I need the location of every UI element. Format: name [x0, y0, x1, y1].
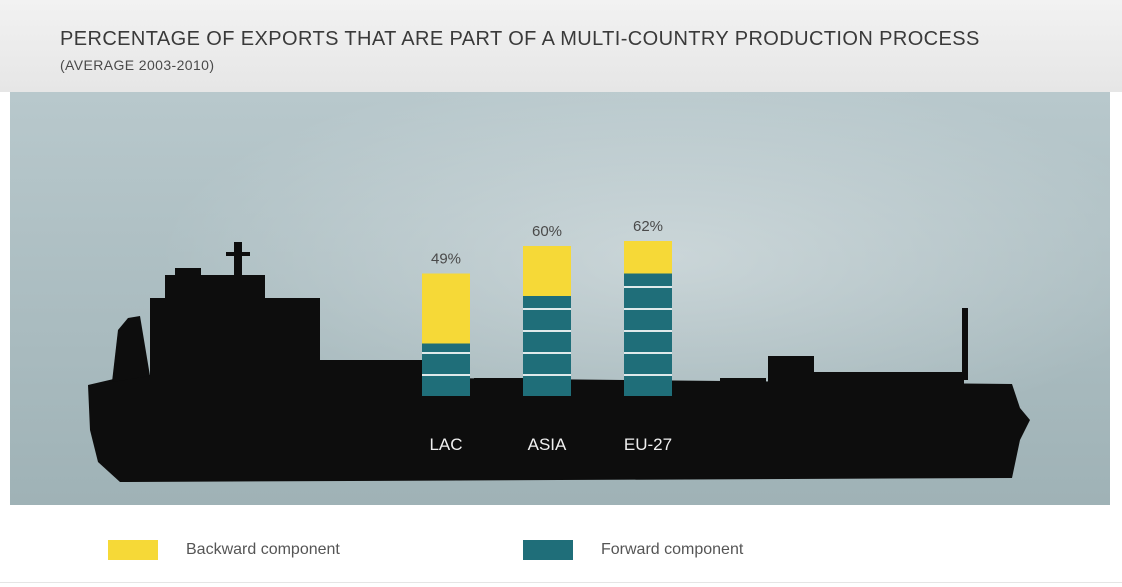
- bar-forward-eu-27: [624, 273, 672, 396]
- total-label-asia: 60%: [532, 223, 562, 240]
- bars-group: [422, 241, 672, 396]
- bar-separator: [422, 352, 470, 354]
- category-labels: LAC ASIA EU-27: [429, 435, 672, 454]
- legend-item-forward: Forward component: [523, 538, 743, 562]
- ship-silhouette: [88, 242, 1030, 482]
- bar-backward-lac: [422, 273, 470, 344]
- ship-mast-arm: [226, 252, 250, 256]
- ship-deck-block: [572, 382, 618, 390]
- bar-separator: [624, 374, 672, 376]
- ship-aft-house: [768, 356, 814, 388]
- category-label-lac: LAC: [429, 435, 462, 454]
- ship-superstructure: [150, 298, 320, 380]
- chart-title: PERCENTAGE OF EXPORTS THAT ARE PART OF A…: [60, 28, 980, 50]
- total-labels: 49% 60% 62%: [431, 218, 663, 268]
- total-label-eu-27: 62%: [633, 218, 663, 235]
- chart-subtitle: (AVERAGE 2003-2010): [60, 57, 215, 73]
- legend-item-backward: Backward component: [108, 538, 340, 562]
- bottom-rule: [0, 582, 1122, 583]
- ship-aft-mast: [962, 308, 968, 380]
- ship-mast: [234, 242, 242, 300]
- legend-label-backward: Backward component: [186, 541, 340, 558]
- bar-separator: [624, 286, 672, 288]
- bar-separator: [523, 374, 571, 376]
- bar-backward-asia: [523, 246, 571, 296]
- ship-deck-block: [474, 378, 526, 388]
- ship-bow: [112, 316, 150, 382]
- category-label-asia: ASIA: [528, 435, 567, 454]
- ship-deck-block: [672, 385, 712, 391]
- bar-separator: [624, 352, 672, 354]
- title-band: [0, 0, 1122, 92]
- ship-hull: [88, 375, 1030, 482]
- legend-label-forward: Forward component: [601, 541, 744, 558]
- bar-separator: [624, 330, 672, 332]
- bar-separator: [523, 330, 571, 332]
- legend-swatch-forward: [523, 540, 573, 560]
- bar-separator: [523, 308, 571, 310]
- bar-backward-eu-27: [624, 241, 672, 274]
- total-label-lac: 49%: [431, 251, 461, 268]
- bar-separator: [422, 374, 470, 376]
- bar-forward-lac: [422, 343, 470, 396]
- category-label-eu-27: EU-27: [624, 435, 672, 454]
- ship-bridge-top: [175, 268, 201, 280]
- ship-deck-block: [814, 372, 964, 386]
- bar-forward-asia: [523, 296, 571, 396]
- legend-swatch-backward: [108, 540, 158, 560]
- ship-deck-block: [720, 378, 766, 390]
- bar-separator: [523, 352, 571, 354]
- bar-separator: [624, 308, 672, 310]
